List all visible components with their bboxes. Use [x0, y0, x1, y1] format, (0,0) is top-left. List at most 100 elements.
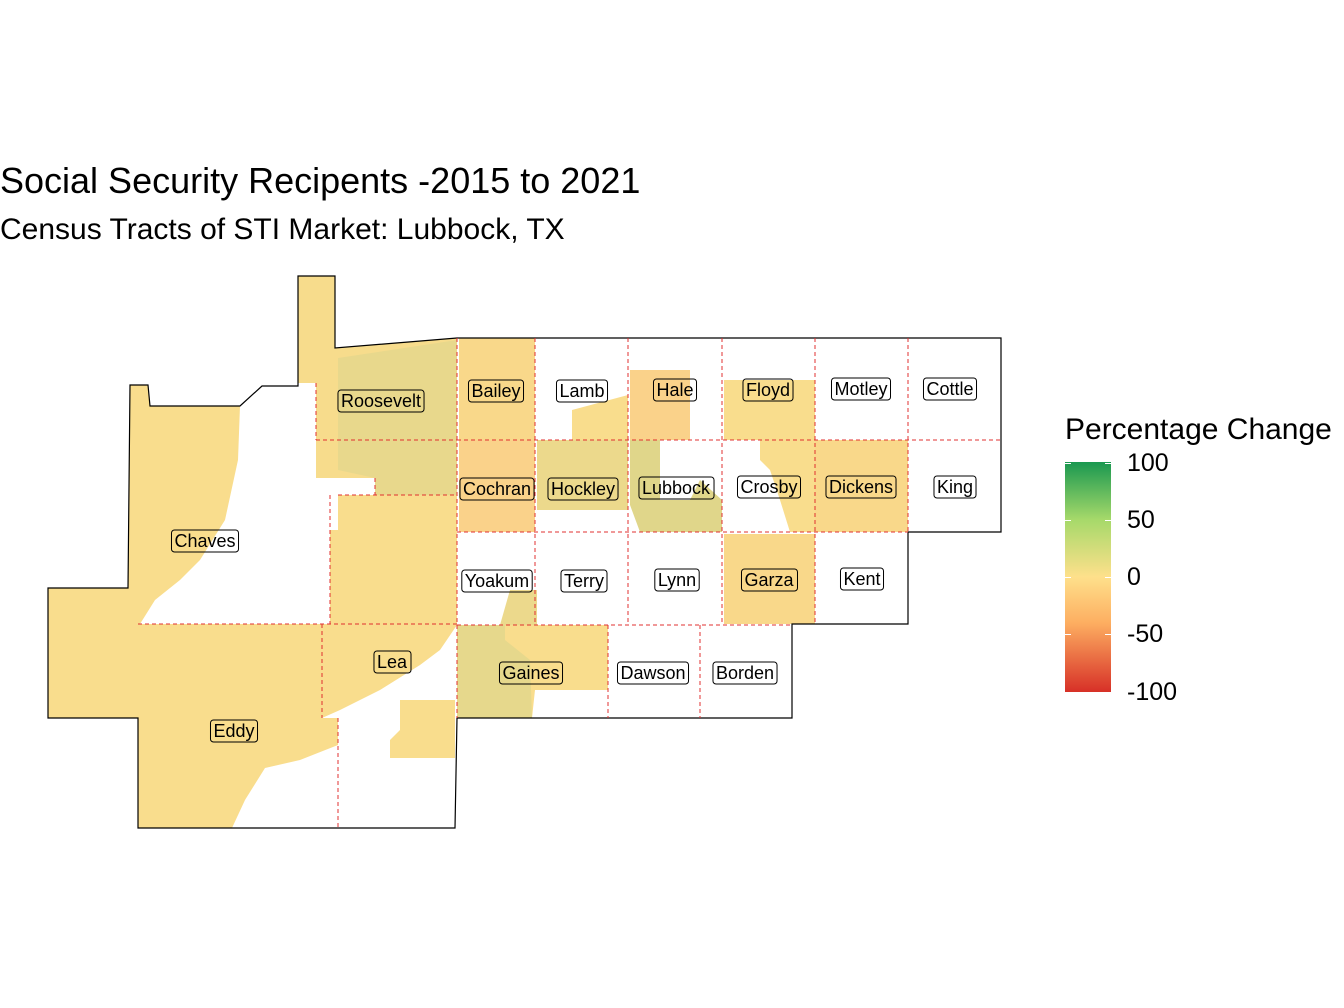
county-label-box: [712, 661, 778, 685]
county-label-box: [337, 389, 425, 413]
county-label-box: [638, 476, 715, 500]
tract-chaves-south: [48, 624, 138, 718]
county-label-text: Dickens: [829, 477, 893, 497]
tract-gaines-west: [457, 625, 532, 718]
county-label-box: [933, 475, 977, 499]
county-label-bailey: Bailey: [467, 379, 525, 403]
county-label-yoakum: Yoakum: [461, 569, 533, 593]
county-label-terry: Terry: [560, 569, 608, 593]
tract-yoakum: [500, 590, 537, 625]
county-label-box: [616, 661, 690, 685]
tract-chaves: [48, 385, 240, 624]
county-label-text: Motley: [834, 379, 887, 399]
county-label-cochran: Cochran: [459, 477, 535, 501]
county-label-box: [170, 529, 240, 553]
county-label-box: [839, 567, 885, 591]
county-label-floyd: Floyd: [742, 378, 794, 402]
tract-lubbock: [630, 440, 722, 532]
tract-bailey: [459, 338, 535, 440]
county-label-box: [461, 569, 533, 593]
county-label-box: [830, 377, 892, 401]
county-label-box: [209, 719, 259, 743]
county-label-text: Roosevelt: [341, 391, 421, 411]
county-label-text: Kent: [843, 569, 880, 589]
tract-dickens: [815, 440, 908, 532]
county-label-text: Lynn: [658, 570, 696, 590]
county-label-crosby: Crosby: [736, 475, 802, 499]
county-label-cottle: Cottle: [922, 377, 978, 401]
county-label-text: Lea: [377, 652, 408, 672]
county-label-box: [498, 661, 564, 685]
legend-tick-label: 100: [1127, 449, 1169, 477]
county-label-text: Cottle: [926, 379, 973, 399]
county-label-text: Lubbock: [642, 478, 711, 498]
tract-floyd: [724, 380, 815, 440]
county-label-kent: Kent: [839, 567, 885, 591]
county-label-dickens: Dickens: [825, 475, 897, 499]
legend-tick-label: 50: [1127, 506, 1155, 534]
county-label-box: [555, 379, 609, 403]
legend-tick: [1065, 463, 1071, 464]
tract-lea-south: [390, 700, 455, 758]
tract-cochran: [459, 440, 535, 532]
county-label-hale: Hale: [652, 378, 698, 402]
legend-tick: [1065, 634, 1071, 635]
legend-tick: [1105, 634, 1111, 635]
county-label-box: [467, 379, 525, 403]
county-label-roosevelt: Roosevelt: [337, 389, 425, 413]
legend-tick-label: -50: [1127, 620, 1164, 648]
county-label-text: Eddy: [213, 721, 254, 741]
county-label-box: [922, 377, 978, 401]
county-label-text: Hockley: [551, 479, 615, 499]
county-label-text: Bailey: [471, 381, 520, 401]
county-label-gaines: Gaines: [498, 661, 564, 685]
county-label-box: [654, 568, 700, 592]
legend-tick: [1105, 577, 1111, 578]
county-label-lynn: Lynn: [654, 568, 700, 592]
county-label-box: [652, 378, 698, 402]
county-label-motley: Motley: [830, 377, 892, 401]
tract-fills: [48, 276, 908, 828]
county-label-text: Terry: [564, 571, 604, 591]
tract-hockley: [537, 440, 628, 510]
legend-tick: [1105, 463, 1111, 464]
tract-crosby: [760, 440, 815, 532]
legend-tick-label: 0: [1127, 563, 1141, 591]
legend-tick: [1105, 520, 1111, 521]
county-label-text: Floyd: [746, 380, 790, 400]
tract-lea: [322, 495, 457, 718]
chart-title: Social Security Recipents -2015 to 2021: [0, 160, 641, 201]
county-label-text: Yoakum: [465, 571, 529, 591]
county-label-text: Borden: [716, 663, 774, 683]
county-label-text: Chaves: [174, 531, 235, 551]
tract-garza: [724, 534, 815, 624]
legend-tick: [1065, 577, 1071, 578]
county-label-box: [742, 378, 794, 402]
county-label-text: Lamb: [559, 381, 604, 401]
tract-eddy: [138, 624, 338, 828]
county-label-text: Gaines: [502, 663, 559, 683]
county-label-lubbock: Lubbock: [638, 476, 715, 500]
legend-color-bar: [1065, 462, 1111, 692]
county-label-text: Garza: [744, 570, 794, 590]
county-label-text: Dawson: [620, 663, 685, 683]
tract-lamb: [572, 395, 628, 440]
legend-tick: [1065, 520, 1071, 521]
county-label-box: [459, 477, 535, 501]
county-label-text: King: [937, 477, 973, 497]
tract-hale: [630, 370, 690, 440]
county-label-box: [736, 475, 802, 499]
county-label-box: [373, 650, 412, 674]
county-label-text: Hale: [656, 380, 693, 400]
county-label-box: [560, 569, 608, 593]
county-label-king: King: [933, 475, 977, 499]
county-label-lamb: Lamb: [555, 379, 609, 403]
legend-title: Percentage Change: [1065, 413, 1332, 446]
county-labels: Roosevelt Chaves Eddy Lea Bailey Lamb Hale Floy…: [170, 377, 978, 743]
tract-roosevelt-east: [338, 340, 457, 495]
county-label-lea: Lea: [373, 650, 412, 674]
county-label-hockley: Hockley: [547, 477, 619, 501]
county-boundaries: [138, 338, 1001, 828]
chart-subtitle: Census Tracts of STI Market: Lubbock, TX: [0, 213, 565, 246]
